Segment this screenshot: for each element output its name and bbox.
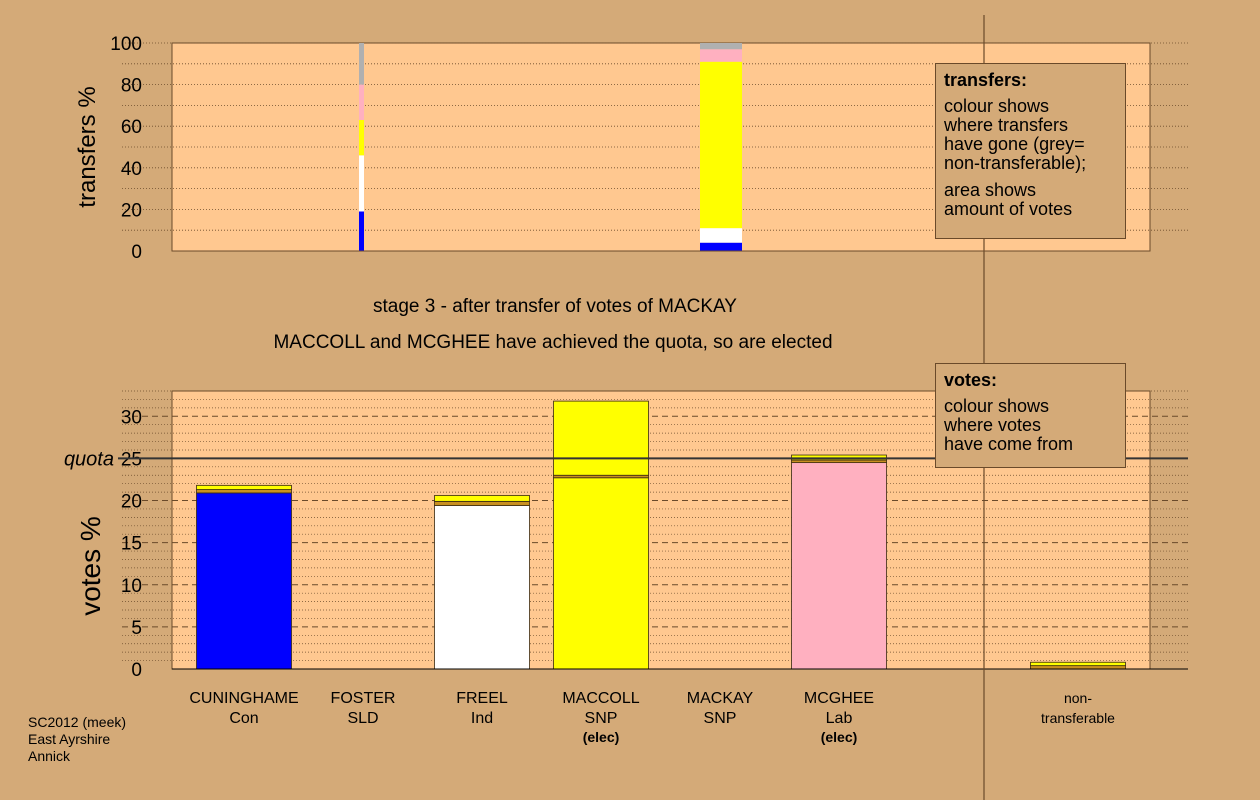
transfers-legend-text-2: area shows amount of votes [944, 180, 1073, 219]
elected-label: (elec) [583, 729, 620, 745]
transfer-segment [359, 84, 364, 120]
votes-legend-heading: votes: [944, 370, 998, 390]
footer-line-1: SC2012 (meek) [28, 714, 127, 730]
votes-tick-label: 10 [121, 576, 142, 597]
transfer-segment [700, 61, 742, 229]
transfers-tick-label: 80 [121, 76, 142, 97]
candidate-party-label: Lab [826, 710, 853, 727]
transfers-tick-label: 20 [121, 200, 142, 221]
votes-tick-label: 5 [131, 618, 142, 639]
vote-segment [791, 462, 887, 670]
vote-segment [196, 484, 292, 490]
candidate-party-label: Con [229, 710, 258, 727]
transfers-tick-label: 100 [110, 34, 142, 55]
stage-note: MACCOLL and MCGHEE have achieved the quo… [273, 332, 832, 353]
candidate-party-label: SNP [704, 710, 737, 727]
transfers-legend: transfers: colour shows where transfers … [935, 63, 1126, 239]
transfers-legend-heading: transfers: [944, 70, 1028, 90]
transfer-segment [700, 242, 742, 251]
candidate-name-label: CUNINGHAME [189, 690, 298, 707]
votes-tick-label: 25 [121, 449, 142, 470]
transfers-axis-title: transfers % [74, 86, 101, 207]
transfer-segment [359, 43, 364, 85]
vote-segment [1030, 661, 1126, 667]
candidate-name-label: MACKAY [687, 690, 754, 707]
transfer-segment [359, 211, 364, 251]
candidate-name-label: MCGHEE [804, 690, 874, 707]
vote-segment [434, 495, 530, 502]
transfers-legend-text-1: colour shows where transfers have gone (… [944, 96, 1087, 173]
transfers-tick-label: 0 [131, 242, 142, 263]
vote-segment [434, 505, 530, 670]
transfer-segment [359, 155, 364, 212]
votes-tick-label: 30 [121, 407, 142, 428]
votes-tick-label: 0 [131, 660, 142, 681]
elected-label: (elec) [821, 729, 858, 745]
votes-legend: votes: colour shows where votes have com… [935, 363, 1126, 468]
footer-line-2: East Ayrshire [28, 731, 111, 747]
footer: SC2012 (meek) East Ayrshire Annick [28, 714, 126, 765]
vote-segment [196, 489, 292, 494]
stage-title: stage 3 - after transfer of votes of MAC… [373, 296, 737, 317]
vote-segment [553, 477, 649, 670]
candidate-name-label: FREEL [456, 690, 508, 707]
transfer-segment [700, 228, 742, 243]
quota-label: quota [64, 448, 114, 470]
vote-segment [434, 500, 530, 506]
vote-segment [196, 492, 292, 670]
candidate-name-label: FOSTER [331, 690, 396, 707]
vote-segment [553, 400, 649, 476]
candidate-party-label: SLD [347, 710, 378, 727]
transfer-segment [700, 43, 742, 50]
votes-plot: 0 5 10 15 20 25 30 votes % quota CUNINGHAME Con FOS… [64, 390, 1188, 745]
vote-segment [1030, 665, 1126, 670]
votes-axis-title: votes % [75, 516, 106, 616]
transfer-segment [700, 49, 742, 62]
transfers-tick-label: 40 [121, 159, 142, 180]
candidate-name-label: MACCOLL [562, 690, 639, 707]
candidate-party-label: Ind [471, 710, 493, 727]
votes-tick-label: 20 [121, 492, 142, 513]
candidate-name-label: non- [1064, 690, 1092, 706]
footer-line-3: Annick [28, 748, 71, 764]
candidate-party-label: transferable [1041, 710, 1115, 726]
votes-tick-label: 15 [121, 534, 142, 555]
transfers-tick-label: 60 [121, 117, 142, 138]
transfer-segment [359, 119, 364, 156]
candidate-party-label: SNP [585, 710, 618, 727]
votes-legend-text: colour shows where votes have come from [944, 396, 1074, 454]
